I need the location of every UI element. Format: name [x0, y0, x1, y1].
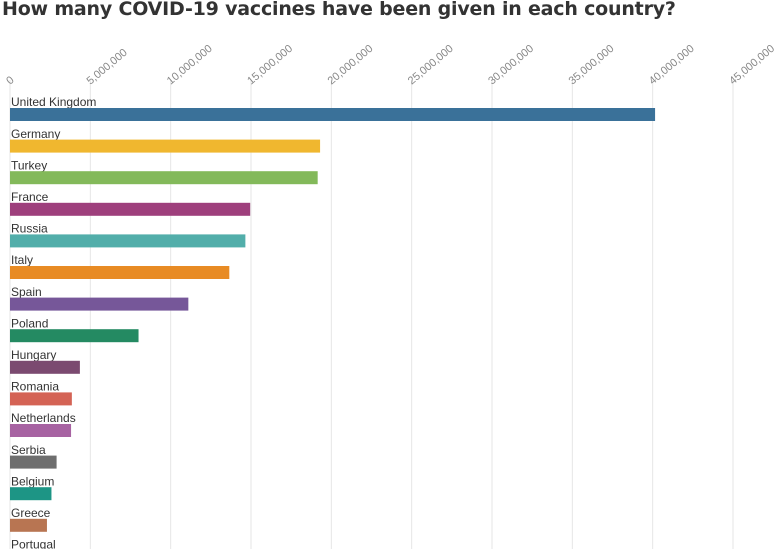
bars: United Kingdom Germany Turkey France Russia I… — [10, 95, 656, 549]
category-label: Poland — [11, 316, 48, 330]
bar — [10, 171, 318, 185]
chart-title: How many COVID-19 vaccines have been giv… — [2, 0, 676, 20]
bar — [10, 392, 72, 406]
x-tick-label: 10,000,000 — [165, 43, 215, 88]
category-label: Serbia — [11, 443, 46, 457]
x-tick-label: 45,000,000 — [727, 43, 777, 88]
bar — [10, 108, 656, 121]
x-tick-label: 35,000,000 — [567, 43, 617, 88]
bar — [10, 266, 230, 279]
bar — [10, 329, 139, 343]
x-tick-label: 40,000,000 — [647, 43, 697, 88]
x-tick-label: 15,000,000 — [245, 43, 295, 88]
bar — [10, 360, 80, 374]
x-tick-label: 25,000,000 — [406, 43, 456, 88]
bar — [10, 234, 246, 248]
gridlines — [9, 80, 734, 549]
category-label: Russia — [11, 222, 48, 236]
category-label: Turkey — [11, 158, 47, 172]
category-label: Greece — [11, 506, 51, 520]
x-tick-label: 30,000,000 — [486, 43, 536, 88]
bar — [10, 202, 251, 216]
category-label: France — [11, 190, 49, 204]
x-tick-label: 20,000,000 — [326, 43, 376, 88]
category-label: Italy — [11, 253, 33, 267]
x-axis-tick-labels: 0 5,000,000 10,000,000 15,000,000 20,000,000… — [4, 43, 777, 88]
bar — [10, 518, 47, 532]
category-label: Netherlands — [11, 411, 76, 425]
category-label: Germany — [11, 127, 60, 141]
bar — [10, 487, 52, 501]
category-label: Belgium — [11, 474, 54, 488]
category-label: Portugal — [11, 538, 56, 549]
category-label: Spain — [11, 285, 42, 299]
bar — [10, 139, 321, 153]
bar — [10, 424, 72, 437]
category-label: Hungary — [11, 348, 56, 362]
category-label: United Kingdom — [11, 95, 96, 109]
bar — [10, 297, 189, 311]
category-label: Romania — [11, 380, 59, 394]
bar — [10, 455, 57, 469]
x-tick-label: 0 — [4, 74, 16, 87]
x-tick-label: 5,000,000 — [85, 47, 130, 88]
